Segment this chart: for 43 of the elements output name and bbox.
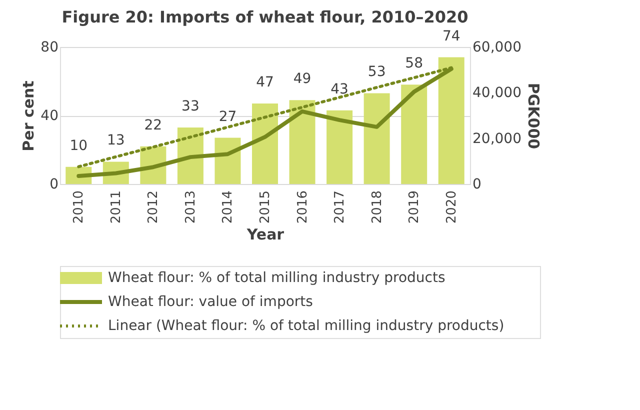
legend-label: Wheat flour: % of total milling industry products: [108, 270, 446, 286]
x-tick-label: 2013: [183, 190, 198, 224]
y-axis-title: Per cent: [20, 80, 38, 152]
y2-tick-label: 0: [472, 176, 482, 192]
y2-tick-label: 60,000: [472, 40, 522, 56]
bar: [326, 110, 353, 184]
x-tick-label: 2017: [332, 190, 348, 224]
x-tick-label: 2015: [258, 190, 273, 224]
data-label: 53: [368, 64, 386, 80]
legend-label: Linear (Wheat flour: % of total milling industry products): [108, 318, 504, 334]
data-label: 43: [330, 81, 348, 98]
data-label: 47: [256, 74, 274, 91]
x-tick-label: 2019: [407, 190, 422, 224]
data-label: 49: [293, 71, 312, 88]
y-tick-label: 40: [40, 108, 58, 124]
x-tick-label: 2014: [220, 190, 236, 224]
bar: [214, 138, 241, 184]
y-tick-label: 0: [50, 176, 58, 192]
bar: [401, 84, 428, 184]
y-tick-label: 80: [40, 40, 58, 56]
data-label: 22: [144, 117, 162, 134]
data-label: 13: [106, 132, 125, 149]
x-tick-label: 2010: [72, 190, 87, 224]
data-label: 33: [182, 98, 200, 114]
y2-tick-label: 20,000: [472, 130, 522, 147]
data-label: 74: [442, 28, 460, 44]
legend-label: Wheat flour: value of imports: [108, 294, 313, 310]
y2-tick-label: 40,000: [472, 85, 522, 102]
bar: [252, 104, 278, 184]
bar: [289, 100, 316, 184]
bar: [438, 57, 464, 184]
x-tick-label: 2016: [295, 190, 310, 224]
chart-title: Figure 20: Imports of wheat flour, 2010–2020: [62, 7, 468, 26]
x-tick-label: 2020: [444, 190, 460, 224]
x-tick-label: 2018: [370, 190, 385, 224]
bar: [364, 93, 390, 184]
x-axis-title: Year: [246, 226, 285, 244]
x-tick-label: 2011: [108, 190, 124, 224]
y2-axis-title: PGK000: [524, 82, 542, 150]
data-label: 58: [405, 56, 424, 72]
x-tick-label: 2012: [146, 190, 162, 224]
data-label: 10: [70, 138, 88, 154]
data-label: 27: [218, 108, 237, 125]
